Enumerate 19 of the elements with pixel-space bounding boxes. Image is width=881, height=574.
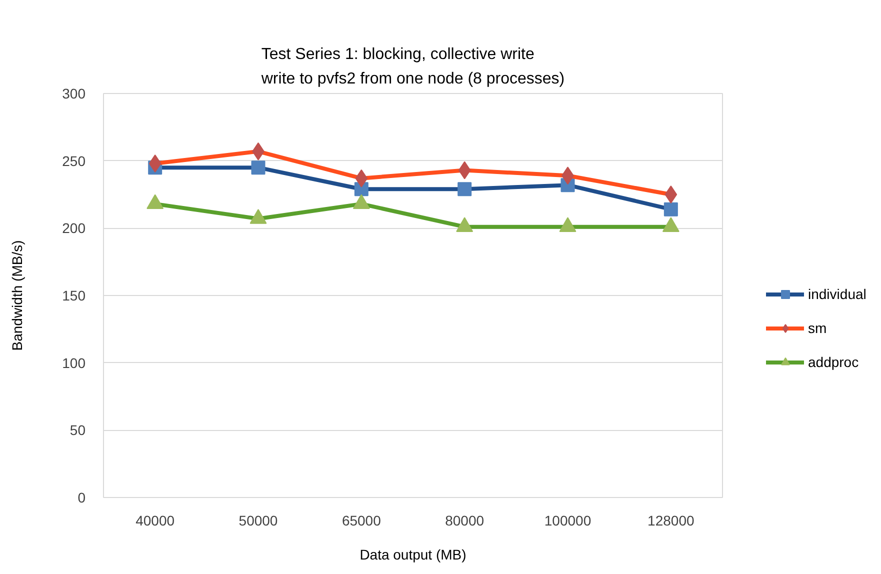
x-tick-label: 50000 [238, 512, 278, 528]
y-tick-label: 0 [78, 490, 86, 506]
legend-label: individual [808, 286, 866, 302]
x-tick-label: 80000 [445, 512, 484, 528]
y-tick-label: 150 [62, 288, 86, 304]
chart-title: Test Series 1: blocking, collective write write to pvfs2 from one node (8 processes) [260, 46, 565, 88]
x-tick-label: 65000 [342, 512, 382, 528]
y-tick-label: 200 [62, 220, 86, 236]
legend-label: addproc [808, 354, 859, 370]
x-tick-label: 100000 [544, 512, 592, 528]
y-axis-title: Bandwidth (MB/s) [9, 240, 26, 351]
x-axis-title: Data output (MB) [360, 546, 466, 562]
y-tick-label: 50 [70, 422, 86, 438]
x-tick-label: 128000 [648, 512, 694, 528]
y-tick-label: 250 [62, 152, 86, 169]
y-tick-label: 100 [62, 354, 86, 371]
x-tick-label: 40000 [136, 512, 175, 528]
y-tick-label: 300 [62, 86, 86, 102]
legend-label: sm [808, 320, 828, 336]
